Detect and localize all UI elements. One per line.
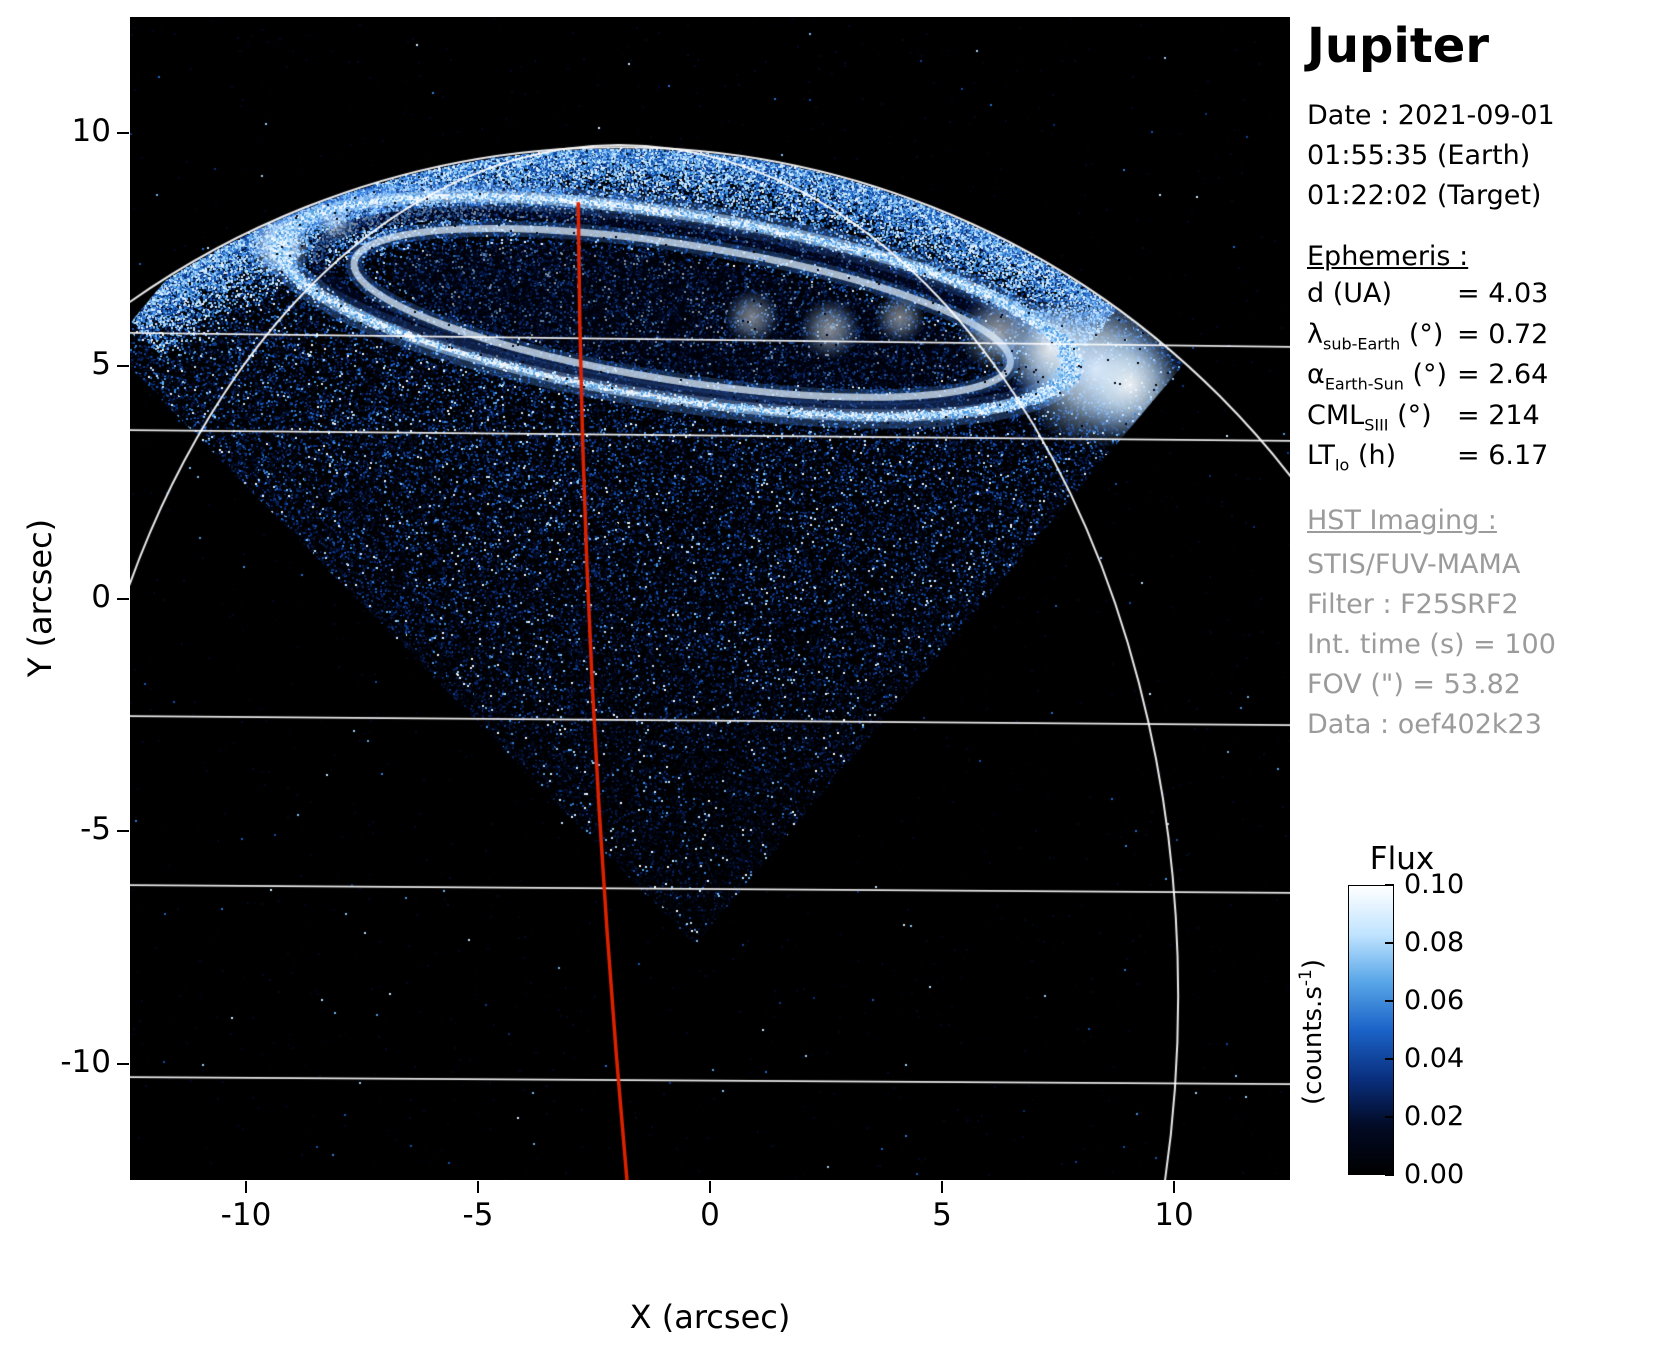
x-axis-title: X (arcsec) xyxy=(629,1298,791,1336)
y-tick-label: 10 xyxy=(71,113,111,150)
y-tick-mark xyxy=(117,597,129,600)
y-tick-label: 0 xyxy=(91,578,111,615)
hst-fov: FOV (") = 53.82 xyxy=(1307,669,1521,700)
x-tick-mark xyxy=(709,1181,711,1193)
observation-target-time: 01:22:02 (Target) xyxy=(1307,180,1542,211)
colorbar-tick-label: 0.02 xyxy=(1404,1101,1465,1132)
observation-info: Date : 2021-09-01 01:55:35 (Earth) 01:22… xyxy=(1307,96,1555,216)
sky-image-canvas xyxy=(130,17,1290,1180)
y-tick-label: 5 xyxy=(91,345,111,382)
hst-data-id: Data : oef402k23 xyxy=(1307,709,1542,740)
colorbar-unit-exponent: -1 xyxy=(1296,969,1317,987)
ephemeris-row: CMLSIII (°) = 214 xyxy=(1307,400,1548,441)
ephemeris-value: = 6.17 xyxy=(1457,440,1549,471)
ephemeris-row: λsub-Earth (°) = 0.72 xyxy=(1307,319,1548,360)
colorbar-tick-mark xyxy=(1385,1116,1394,1118)
ephemeris-table: d (UA) = 4.03 λsub-Earth (°) = 0.72 αEar… xyxy=(1307,278,1548,481)
x-tick-mark xyxy=(941,1181,943,1193)
x-tick-mark xyxy=(1173,1181,1175,1193)
ephemeris-value: = 0.72 xyxy=(1457,318,1549,350)
x-tick-label: 5 xyxy=(932,1197,952,1233)
colorbar-unit-text: (counts.s xyxy=(1297,986,1328,1105)
ephemeris-unit: (h) xyxy=(1349,440,1397,471)
ephemeris-symbol: λ xyxy=(1307,318,1323,350)
ephemeris-heading: Ephemeris : xyxy=(1307,241,1469,272)
y-tick-mark xyxy=(117,830,129,833)
ephemeris-symbol: α xyxy=(1307,359,1325,390)
hst-instrument: STIS/FUV-MAMA xyxy=(1307,549,1521,580)
colorbar-tick-label: 0.04 xyxy=(1404,1043,1465,1074)
colorbar-tick-mark xyxy=(1385,1058,1394,1060)
x-tick-label: 0 xyxy=(700,1197,720,1233)
ephemeris-subscript: SIII xyxy=(1364,414,1389,434)
colorbar-tick-label: 0.08 xyxy=(1404,927,1465,958)
ephemeris-unit: (°) xyxy=(1403,359,1448,390)
ephemeris-value: = 4.03 xyxy=(1457,278,1549,309)
ephemeris-unit: (°) xyxy=(1400,318,1444,350)
y-tick-label: -5 xyxy=(80,811,111,848)
hst-imaging-heading: HST Imaging : xyxy=(1307,505,1497,536)
ephemeris-symbol: CML xyxy=(1307,399,1365,431)
ephemeris-row: LTIo (h) = 6.17 xyxy=(1307,440,1548,481)
x-tick-mark xyxy=(245,1181,247,1193)
ephemeris-symbol: LT xyxy=(1307,440,1335,471)
ephemeris-row: αEarth-Sun (°) = 2.64 xyxy=(1307,359,1548,400)
colorbar-tick-mark xyxy=(1385,1174,1394,1176)
colorbar-gradient xyxy=(1348,885,1394,1175)
target-title: Jupiter xyxy=(1307,18,1490,74)
colorbar-tick-label: 0.00 xyxy=(1404,1159,1465,1190)
colorbar-tick-mark xyxy=(1385,884,1394,886)
ephemeris-subscript: Io xyxy=(1334,455,1350,475)
ephemeris-value: = 2.64 xyxy=(1457,359,1549,390)
colorbar-tick-label: 0.06 xyxy=(1404,985,1465,1016)
x-tick-label: -5 xyxy=(462,1197,494,1233)
y-tick-mark xyxy=(117,132,129,135)
hst-filter: Filter : F25SRF2 xyxy=(1307,589,1519,620)
y-tick-mark xyxy=(117,1062,129,1065)
colorbar-tick-mark xyxy=(1385,1000,1394,1002)
x-tick-label: 10 xyxy=(1154,1197,1194,1233)
hst-imaging-info: STIS/FUV-MAMA Filter : F25SRF2 Int. time… xyxy=(1307,545,1556,745)
ephemeris-subscript: Earth-Sun xyxy=(1324,374,1404,394)
ephemeris-row: d (UA) = 4.03 xyxy=(1307,278,1548,319)
hst-int-time: Int. time (s) = 100 xyxy=(1307,629,1556,660)
ephemeris-subscript: sub-Earth xyxy=(1322,333,1401,353)
y-tick-label: -10 xyxy=(60,1043,111,1080)
observation-date: Date : 2021-09-01 xyxy=(1307,100,1555,131)
colorbar-tick-mark xyxy=(1385,942,1394,944)
ephemeris-symbol: d xyxy=(1307,278,1325,309)
colorbar-title: Flux xyxy=(1369,841,1435,877)
y-tick-mark xyxy=(117,364,129,367)
x-tick-label: -10 xyxy=(220,1197,272,1233)
plot-area xyxy=(130,17,1290,1180)
x-tick-mark xyxy=(477,1181,479,1193)
ephemeris-value: = 214 xyxy=(1457,399,1540,431)
ephemeris-unit: (UA) xyxy=(1324,278,1393,309)
observation-earth-time: 01:55:35 (Earth) xyxy=(1307,140,1531,171)
ephemeris-unit: (°) xyxy=(1388,399,1432,431)
colorbar-unit-label: (counts.s-1) xyxy=(1296,959,1328,1105)
colorbar-unit-close: ) xyxy=(1297,959,1328,970)
colorbar-tick-label: 0.10 xyxy=(1404,869,1465,900)
